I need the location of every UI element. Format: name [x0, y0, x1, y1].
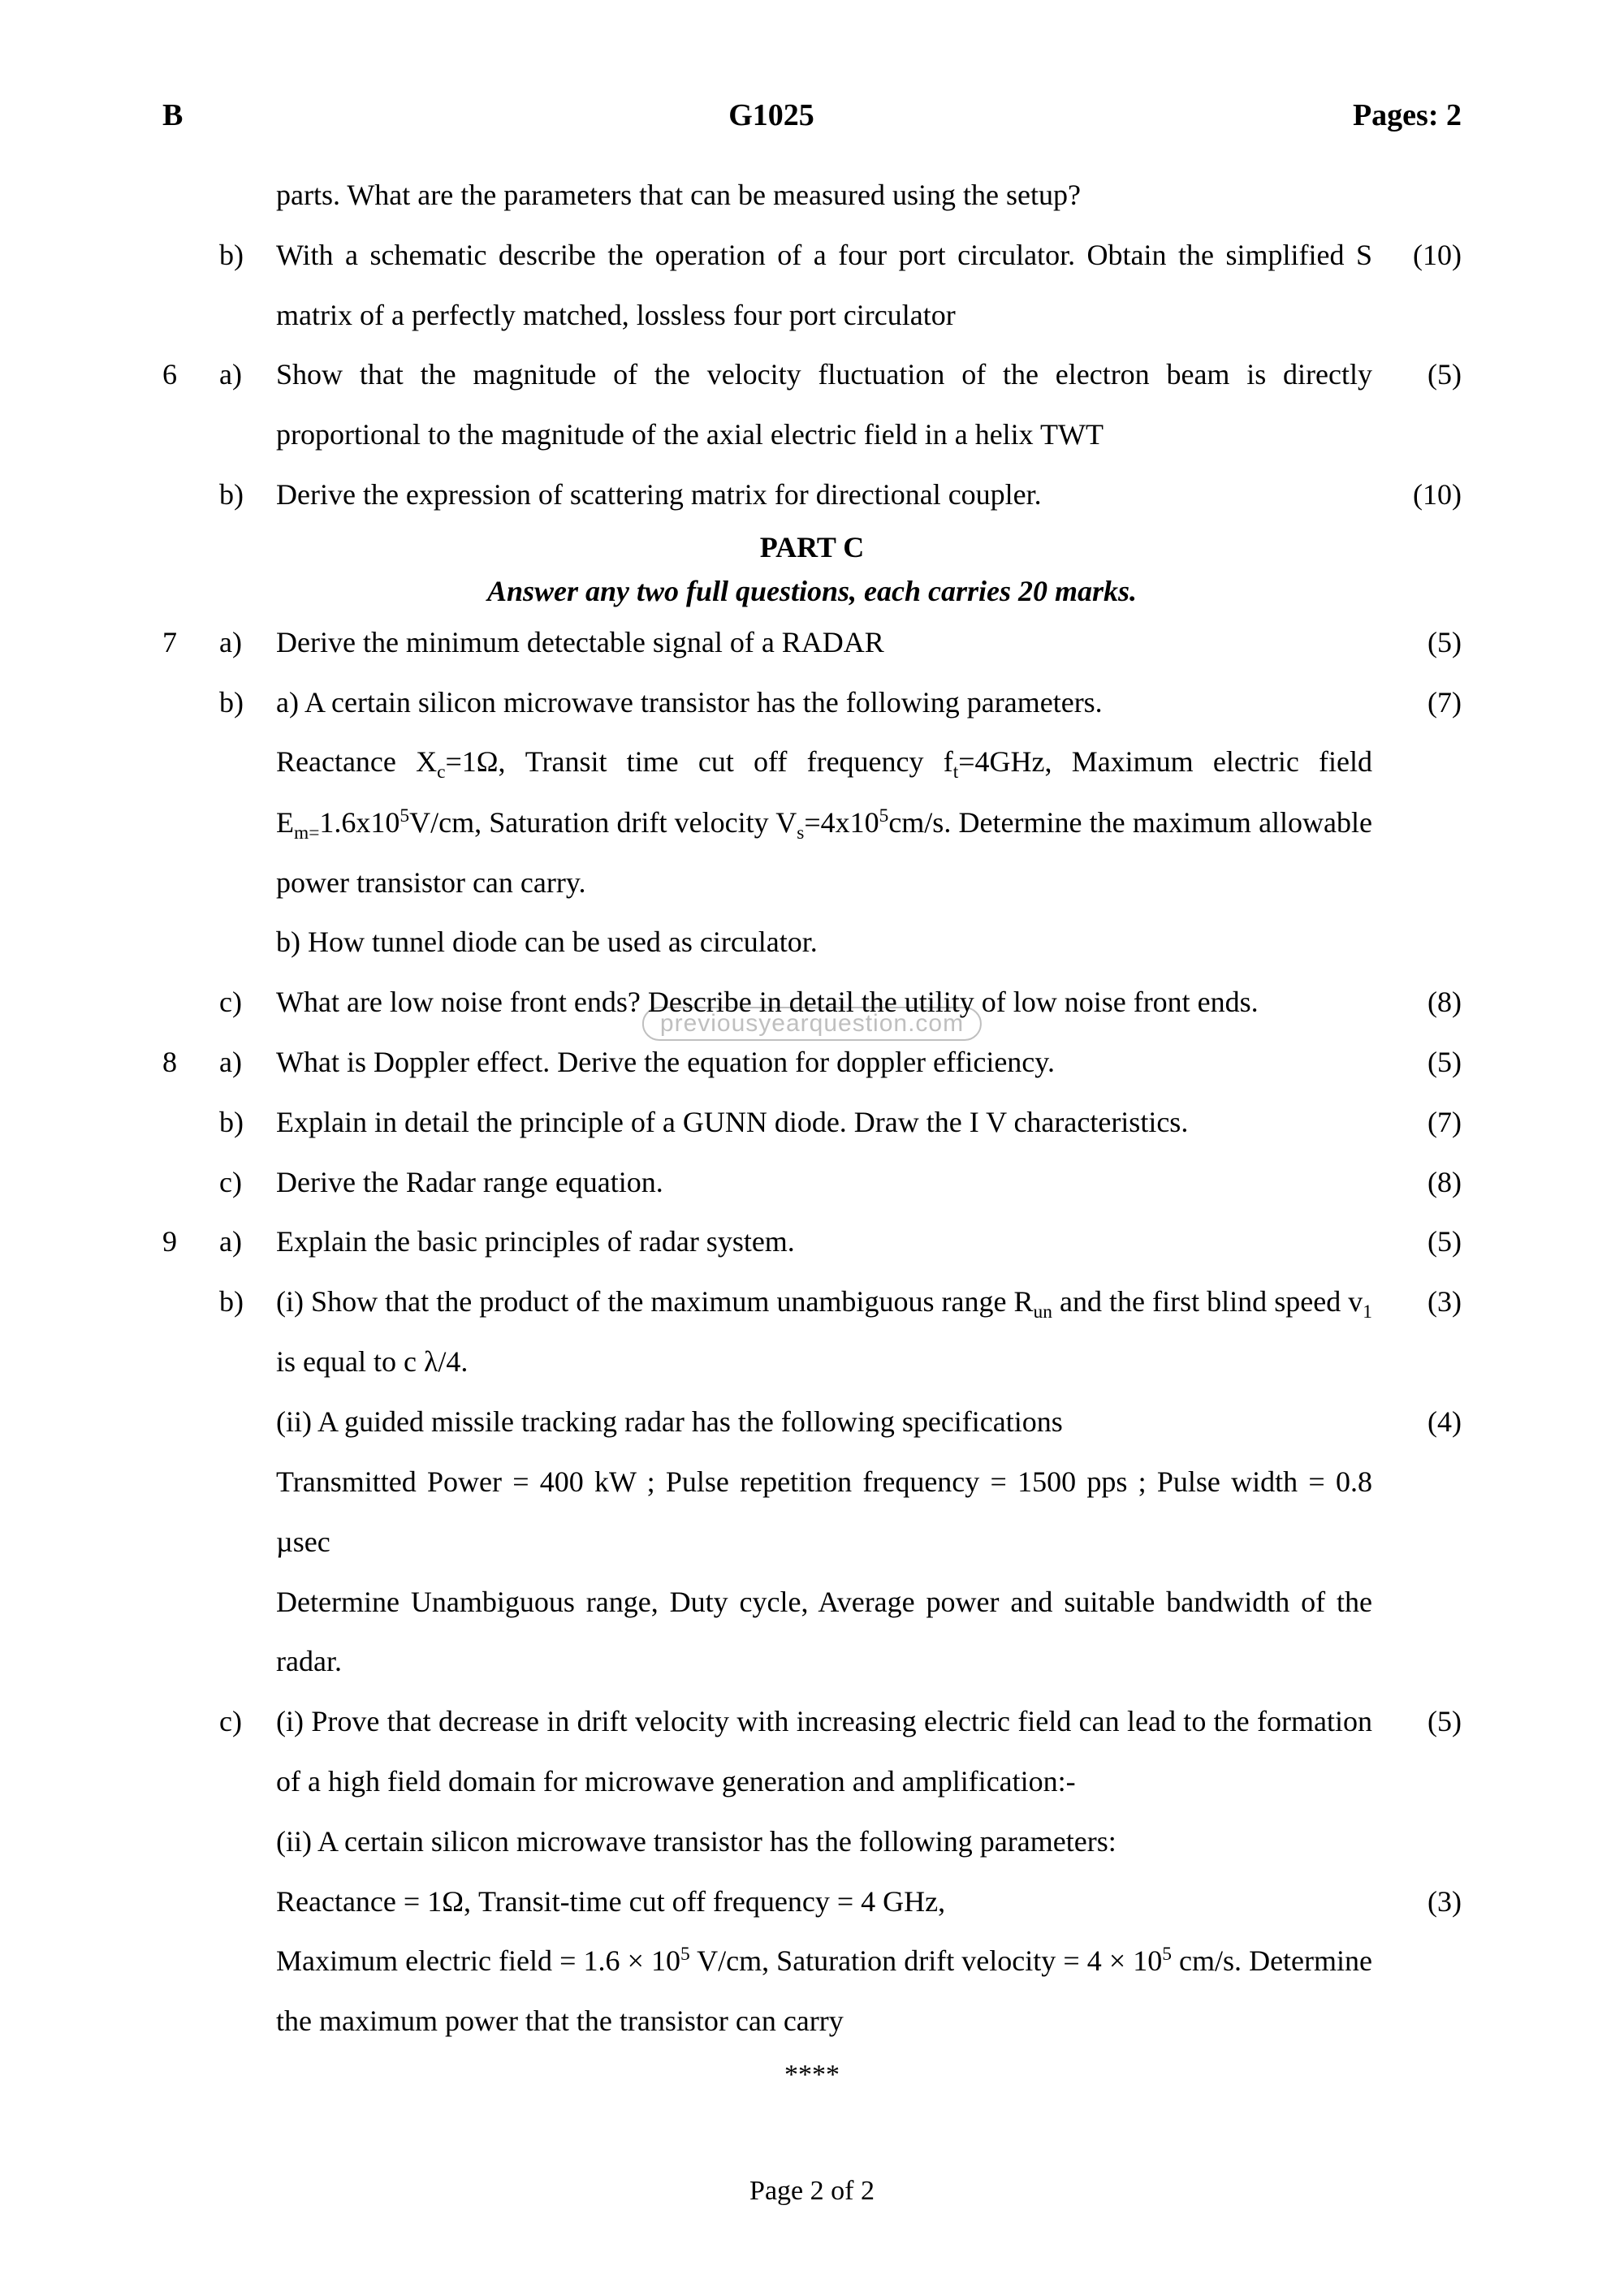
marks: (8) [1389, 1153, 1462, 1213]
question-text: Derive the expression of scattering matr… [276, 465, 1389, 525]
marks: (10) [1389, 465, 1462, 525]
marks: (7) [1389, 1093, 1462, 1153]
sub-label: b) [219, 1272, 276, 1332]
marks: (5) [1389, 1212, 1462, 1272]
question-row: b) How tunnel diode can be used as circu… [162, 913, 1462, 973]
question-text: Transmitted Power = 400 kW ; Pulse repet… [276, 1452, 1389, 1573]
question-text: a) A certain silicon microwave transisto… [276, 673, 1389, 733]
question-row: (ii) A guided missile tracking radar has… [162, 1392, 1462, 1452]
question-row: b)Explain in detail the principle of a G… [162, 1093, 1462, 1153]
question-text: b) How tunnel diode can be used as circu… [276, 913, 1389, 973]
sub-label: a) [219, 613, 276, 673]
sub-label: c) [219, 1153, 276, 1213]
sub-label: b) [219, 465, 276, 525]
header-left: B [162, 97, 227, 133]
question-row: parts. What are the parameters that can … [162, 166, 1462, 226]
question-row: c)Derive the Radar range equation.(8) [162, 1153, 1462, 1213]
question-row: 6a)Show that the magnitude of the veloci… [162, 345, 1462, 465]
marks: (5) [1389, 613, 1462, 673]
question-number: 7 [162, 613, 219, 673]
question-row: b)With a schematic describe the operatio… [162, 226, 1462, 346]
question-text: (i) Prove that decrease in drift velocit… [276, 1692, 1389, 1812]
sub-label: a) [219, 1033, 276, 1093]
sub-label: a) [219, 345, 276, 405]
content: B G1025 Pages: 2 parts. What are the par… [162, 97, 1462, 2091]
question-text: What is Doppler effect. Derive the equat… [276, 1033, 1389, 1093]
question-row: Maximum electric field = 1.6 × 105 V/cm,… [162, 1931, 1462, 2052]
question-text: Reactance Xc=1Ω, Transit time cut off fr… [276, 732, 1389, 913]
header-right: Pages: 2 [1315, 97, 1462, 133]
sub-label: c) [219, 973, 276, 1033]
question-row: Reactance Xc=1Ω, Transit time cut off fr… [162, 732, 1462, 913]
question-row: Determine Unambiguous range, Duty cycle,… [162, 1573, 1462, 1693]
questions-container: parts. What are the parameters that can … [162, 166, 1462, 2052]
question-text: Derive the Radar range equation. [276, 1153, 1389, 1213]
question-text: (ii) A certain silicon microwave transis… [276, 1812, 1389, 1872]
question-row: c)What are low noise front ends? Describ… [162, 973, 1462, 1033]
marks: (4) [1389, 1392, 1462, 1452]
question-row: 9a)Explain the basic principles of radar… [162, 1212, 1462, 1272]
question-text: Explain the basic principles of radar sy… [276, 1212, 1389, 1272]
question-text: With a schematic describe the operation … [276, 226, 1389, 346]
marks: (5) [1389, 1033, 1462, 1093]
marks: (5) [1389, 1692, 1462, 1752]
marks: (10) [1389, 226, 1462, 286]
question-text: (ii) A guided missile tracking radar has… [276, 1392, 1389, 1452]
question-text: Determine Unambiguous range, Duty cycle,… [276, 1573, 1389, 1693]
question-row: 7a)Derive the minimum detectable signal … [162, 613, 1462, 673]
question-number: 6 [162, 345, 219, 405]
question-text: Reactance = 1Ω, Transit-time cut off fre… [276, 1872, 1389, 1932]
marks: (8) [1389, 973, 1462, 1033]
marks: (3) [1389, 1272, 1462, 1332]
separator: **** [162, 2060, 1462, 2091]
question-text: parts. What are the parameters that can … [276, 166, 1389, 226]
section-title: PART C [162, 525, 1462, 569]
page: previousyearquestion.com B G1025 Pages: … [0, 0, 1624, 2296]
question-text: Derive the minimum detectable signal of … [276, 613, 1389, 673]
question-text: (i) Show that the product of the maximum… [276, 1272, 1389, 1392]
section-instructions: Answer any two full questions, each carr… [162, 569, 1462, 613]
question-row: 8a)What is Doppler effect. Derive the eq… [162, 1033, 1462, 1093]
header-center: G1025 [227, 97, 1315, 133]
question-text: What are low noise front ends? Describe … [276, 973, 1389, 1033]
question-text: Show that the magnitude of the velocity … [276, 345, 1389, 465]
sub-label: c) [219, 1692, 276, 1752]
marks: (5) [1389, 345, 1462, 405]
page-footer: Page 2 of 2 [0, 2176, 1624, 2207]
sub-label: b) [219, 226, 276, 286]
question-row: Reactance = 1Ω, Transit-time cut off fre… [162, 1872, 1462, 1932]
sub-label: b) [219, 1093, 276, 1153]
marks: (3) [1389, 1872, 1462, 1932]
question-row: b)a) A certain silicon microwave transis… [162, 673, 1462, 733]
header-row: B G1025 Pages: 2 [162, 97, 1462, 133]
question-row: b)Derive the expression of scattering ma… [162, 465, 1462, 525]
question-row: Transmitted Power = 400 kW ; Pulse repet… [162, 1452, 1462, 1573]
question-row: (ii) A certain silicon microwave transis… [162, 1812, 1462, 1872]
question-row: c)(i) Prove that decrease in drift veloc… [162, 1692, 1462, 1812]
question-text: Maximum electric field = 1.6 × 105 V/cm,… [276, 1931, 1389, 2052]
question-number: 8 [162, 1033, 219, 1093]
question-text: Explain in detail the principle of a GUN… [276, 1093, 1389, 1153]
marks: (7) [1389, 673, 1462, 733]
question-number: 9 [162, 1212, 219, 1272]
question-row: b)(i) Show that the product of the maxim… [162, 1272, 1462, 1392]
sub-label: b) [219, 673, 276, 733]
sub-label: a) [219, 1212, 276, 1272]
